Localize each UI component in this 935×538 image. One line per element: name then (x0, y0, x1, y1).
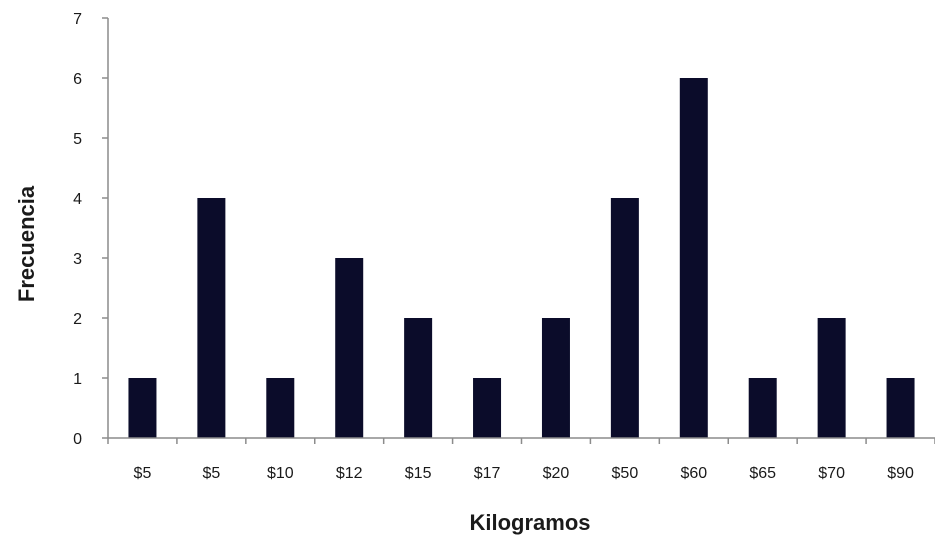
bar (266, 378, 295, 438)
x-tick-label: $65 (749, 465, 776, 482)
bar (404, 318, 433, 438)
y-ticks-group: 0 1 2 3 4 5 6 7 (73, 11, 108, 448)
x-tick-label: $90 (887, 465, 914, 482)
bar (748, 378, 777, 438)
bar (886, 378, 915, 438)
bar (541, 318, 570, 438)
y-tick-label: 6 (73, 71, 82, 88)
x-tick-label: $20 (543, 465, 570, 482)
x-tick-label: $15 (405, 465, 432, 482)
y-tick-label: 0 (73, 431, 82, 448)
bar (473, 378, 502, 438)
x-axis-title: Kilogramos (469, 510, 590, 535)
x-tick-label: $60 (680, 465, 707, 482)
bar (610, 198, 639, 438)
x-tick-label: $70 (818, 465, 845, 482)
bar (197, 198, 226, 438)
bar (817, 318, 846, 438)
y-tick-label: 3 (73, 251, 82, 268)
y-tick-label: 4 (73, 191, 82, 208)
bar (679, 78, 708, 438)
x-tick-label: $17 (474, 465, 501, 482)
x-tick-label: $12 (336, 465, 363, 482)
bar (335, 258, 364, 438)
y-tick-label: 5 (73, 131, 82, 148)
y-tick-label: 7 (73, 11, 82, 28)
y-tick-label: 1 (73, 371, 82, 388)
y-axis-title: Frecuencia (14, 185, 39, 302)
x-tick-label: $5 (202, 465, 220, 482)
bars-group (128, 78, 915, 438)
x-tick-label: $5 (134, 465, 152, 482)
x-ticks-group: $5 $5 $10 $12 $15 $17 $20 $50 $60 $65 $70 $90 (107, 438, 935, 482)
x-tick-label: $10 (267, 465, 294, 482)
y-tick-label: 2 (73, 311, 82, 328)
bar (128, 378, 157, 438)
x-tick-label: $50 (612, 465, 639, 482)
